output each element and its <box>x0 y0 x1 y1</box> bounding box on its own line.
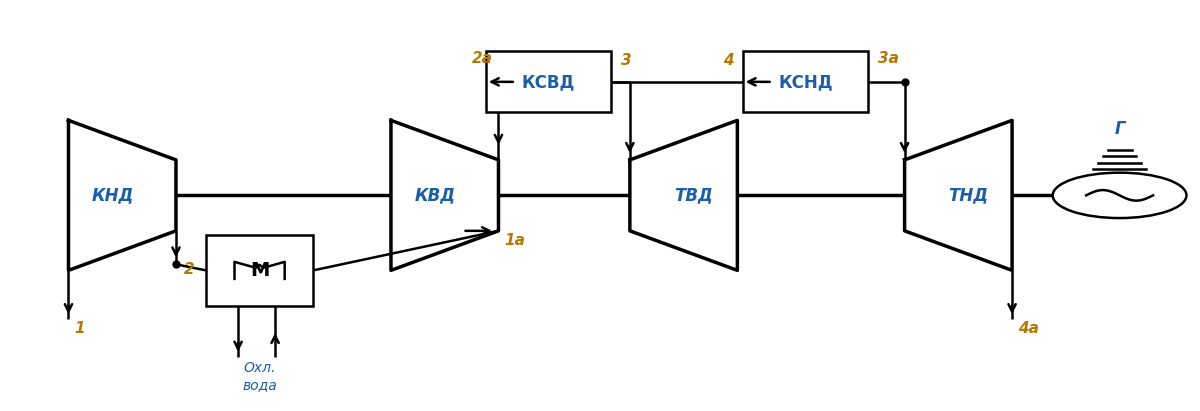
Text: КВД: КВД <box>415 186 456 204</box>
Circle shape <box>1052 173 1187 218</box>
Text: 1а: 1а <box>504 233 526 248</box>
Text: Охл.
вода: Охл. вода <box>242 360 277 392</box>
Text: КСНД: КСНД <box>778 73 833 91</box>
Bar <box>206 235 313 306</box>
Text: 1: 1 <box>74 321 85 336</box>
Text: ТВД: ТВД <box>673 186 713 204</box>
Text: М: М <box>250 261 269 280</box>
Text: 2: 2 <box>185 262 194 277</box>
Text: 4а: 4а <box>1018 321 1039 336</box>
Text: 3: 3 <box>620 53 631 68</box>
Text: КСВД: КСВД <box>522 73 575 91</box>
Text: 2а: 2а <box>472 51 492 66</box>
Text: 4: 4 <box>722 53 733 68</box>
Bar <box>743 51 868 112</box>
Text: КНД: КНД <box>91 186 133 204</box>
Text: Г: Г <box>1115 120 1124 138</box>
Text: ТНД: ТНД <box>948 186 988 204</box>
Bar <box>486 51 611 112</box>
Text: 3а: 3а <box>877 51 899 66</box>
